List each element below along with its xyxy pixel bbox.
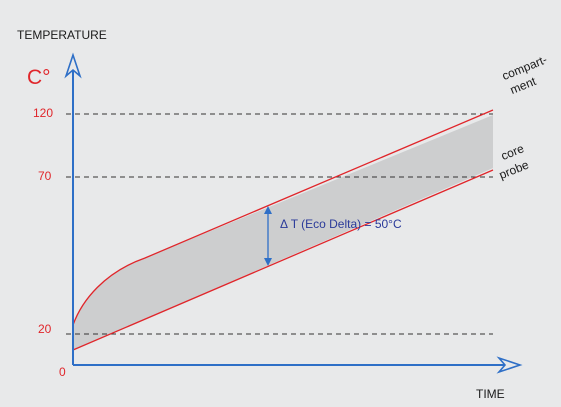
y-tick-label-0: 0 [59,365,66,379]
y-tick-label-70: 70 [38,169,51,183]
y-axis-title: TEMPERATURE [17,28,107,42]
x-axis-title: TIME [476,387,505,401]
y-axis-unit: C° [27,66,51,90]
core-probe-line [73,170,493,350]
delta-annotation: Δ T (Eco Delta) = 50°C [280,217,402,231]
y-tick-label-20: 20 [38,322,51,336]
y-tick-label-120: 120 [33,106,53,120]
delta-band [73,115,493,350]
